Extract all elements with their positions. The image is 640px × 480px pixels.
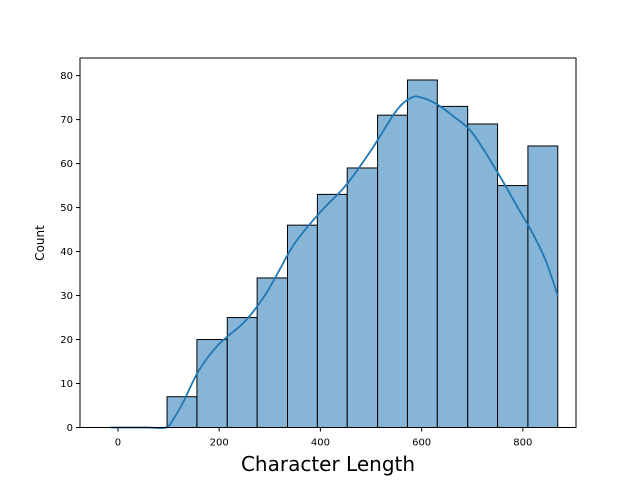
y-axis-ticks: 0 10 20 30 40 50 60 70 80 [60,71,80,434]
y-tick-label: 80 [60,71,73,82]
histogram-bars [166,79,559,429]
histogram-bar [497,185,529,428]
x-tick-label: 800 [513,438,532,449]
x-axis-label: Character Length [241,452,415,476]
y-axis-label: Count [33,225,47,261]
histogram-bar [196,339,228,428]
x-tick-label: 0 [115,438,121,449]
x-tick-label: 400 [311,438,330,449]
y-tick-label: 0 [67,423,73,434]
x-axis-ticks: 0 200 400 600 800 [115,427,532,449]
histogram-bar [287,224,318,428]
histogram-bar [316,193,348,428]
histogram-bar [527,145,559,428]
histogram-bar [377,114,408,429]
x-tick-label: 200 [210,438,229,449]
kde-curve [109,95,559,430]
histogram-bar [406,79,438,428]
y-tick-label: 50 [60,203,73,214]
y-tick-label: 20 [60,335,73,346]
y-tick-label: 70 [60,115,73,126]
y-tick-label: 40 [60,247,73,258]
histogram-bar [467,123,499,428]
plot-frame [79,57,577,428]
histogram-bar [436,105,469,428]
y-tick-label: 60 [60,159,73,170]
histogram-bar [226,317,258,428]
y-tick-label: 10 [60,379,73,390]
histogram-bar [346,167,379,428]
y-tick-label: 30 [60,291,73,302]
x-tick-label: 600 [412,438,431,449]
